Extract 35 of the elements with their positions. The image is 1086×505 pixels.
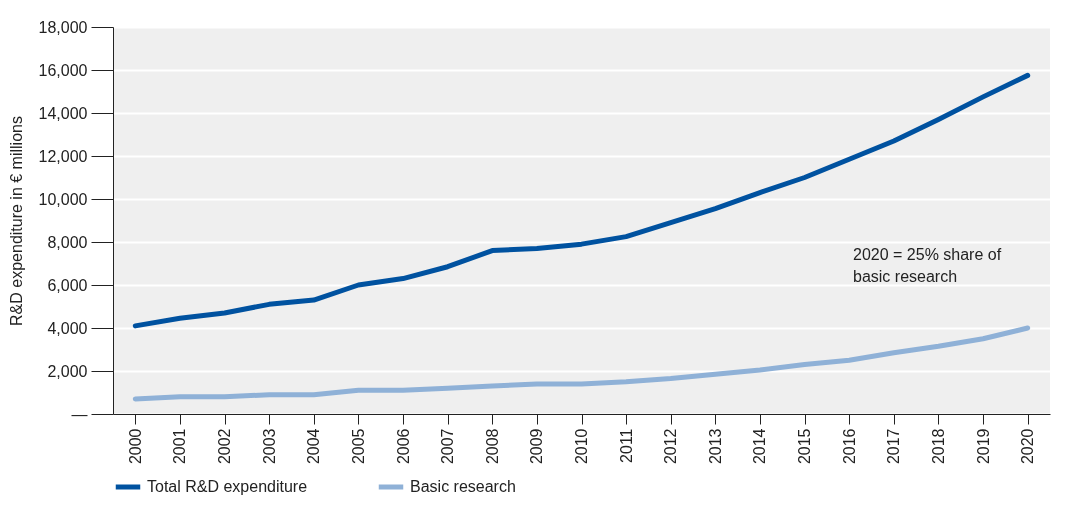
x-tick-label: 2005	[349, 428, 367, 465]
x-tick-label: 2016	[840, 428, 858, 465]
y-tick-label: 8,000	[47, 233, 88, 251]
legend-label: Basic research	[410, 478, 516, 495]
x-tick-label: 2013	[706, 428, 724, 465]
x-tick-label: 2015	[796, 428, 814, 465]
x-tick-label: 2010	[573, 428, 590, 465]
y-tick-label: 4,000	[47, 319, 88, 337]
x-tick-label: 2008	[483, 428, 501, 465]
x-tick-label: 2003	[260, 428, 278, 465]
x-tick-label: 2012	[662, 428, 680, 465]
x-tick-label: 2004	[305, 428, 323, 465]
y-tick-label: 10,000	[38, 190, 88, 208]
x-tick-label: 2014	[751, 428, 769, 465]
y-tick-label: —	[71, 405, 88, 423]
annotation: 2020 = 25% share of basic research	[853, 246, 1002, 285]
y-axis-title: R&D expenditure in € millions	[7, 116, 25, 326]
legend-label: Total R&D expenditure	[147, 478, 308, 495]
x-tick-label: 2018	[929, 428, 947, 465]
x-tick-label: 2011	[617, 428, 635, 463]
y-tick-label: 14,000	[38, 104, 88, 122]
y-tick-label: 18,000	[38, 18, 88, 36]
x-tick-label: 2019	[974, 428, 992, 465]
x-tick-label: 2006	[394, 428, 412, 465]
x-tick-label: 2007	[439, 428, 457, 465]
x-tick-label: 2017	[885, 428, 903, 465]
x-tick-label: 2020	[1019, 428, 1037, 465]
x-tick-label: 2009	[528, 428, 546, 465]
y-tick-label: 2,000	[47, 362, 88, 380]
x-tick-label: 2001	[171, 428, 189, 465]
y-tick-label: 6,000	[47, 276, 88, 294]
x-tick-label: 2000	[126, 428, 144, 465]
x-tick-label: 2002	[216, 428, 234, 465]
y-tick-label: 16,000	[38, 61, 88, 79]
y-tick-label: 12,000	[38, 147, 88, 165]
